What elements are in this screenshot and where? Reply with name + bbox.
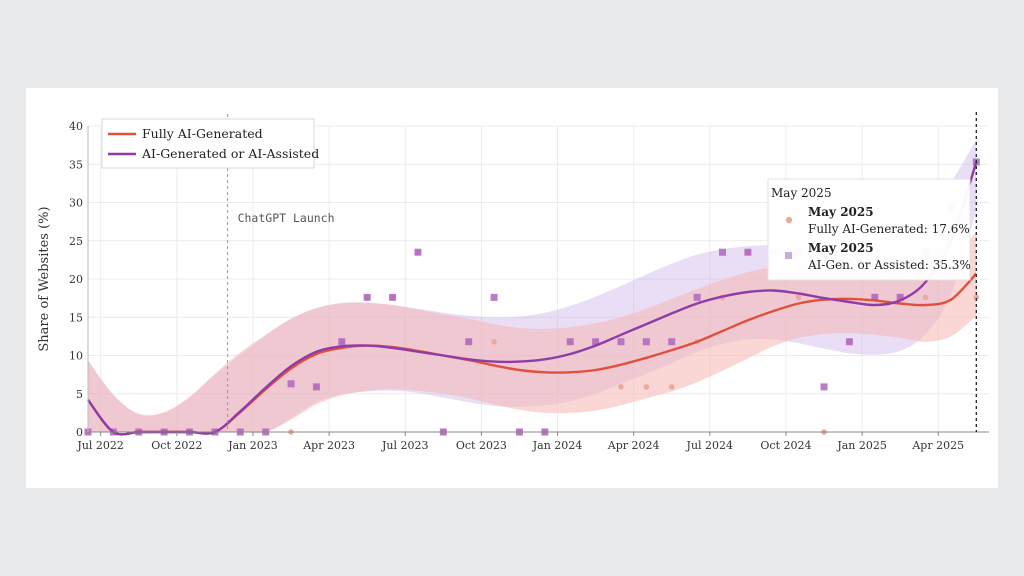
point-generated-21: [618, 384, 624, 390]
legend-label-generated: Fully AI-Generated: [142, 126, 263, 141]
y-tick-label-0: 0: [76, 426, 83, 439]
point-generated-16: [491, 338, 497, 345]
point-assisted-31: [871, 293, 879, 301]
share-of-websites-chart: 0 5 10 15 20 25 30 35 40 Jul 2022 Oct 2022 Jan 2023…: [37, 112, 989, 452]
point-assisted-30: [845, 338, 853, 346]
tooltip-value-assisted: AI-Gen. or Assisted: 35.3%: [807, 258, 971, 272]
chatgpt-launch-label: ChatGPT Launch: [238, 211, 335, 225]
legend[interactable]: Fully AI-Generated AI-Generated or AI-As…: [101, 118, 319, 169]
y-axis-title: Share of Websites (%): [37, 206, 52, 351]
y-tick-label-35: 35: [69, 158, 83, 171]
tooltip-header: May 2025: [771, 186, 832, 200]
trend-line-assisted: [87, 161, 978, 436]
point-assisted-13: [414, 248, 422, 256]
point-assisted-15: [465, 338, 473, 346]
legend-box: [101, 118, 315, 169]
legend-label-assisted: AI-Generated or AI-Assisted: [141, 146, 319, 161]
point-assisted-9: [312, 383, 320, 391]
point-assisted-26: [744, 248, 752, 256]
x-tick-label-3: Apr 2023: [302, 439, 355, 452]
point-assisted-10: [338, 338, 346, 346]
x-tick-label-0: Jul 2022: [76, 439, 124, 452]
tooltip-value-generated: Fully AI-Generated: 17.6%: [808, 222, 970, 236]
x-tick-label-11: Apr 2025: [911, 439, 964, 452]
point-assisted-16: [490, 293, 498, 301]
x-tick-label-10: Jan 2025: [836, 439, 887, 452]
confidence-bands: [88, 139, 977, 434]
y-tick-label-25: 25: [69, 235, 83, 248]
point-assisted-25: [719, 248, 727, 256]
x-tick-label-2: Jan 2023: [227, 439, 278, 452]
x-tick-label-5: Oct 2023: [456, 439, 507, 452]
y-tick-label-20: 20: [69, 273, 83, 286]
point-assisted-32: [896, 293, 904, 301]
point-assisted-8: [287, 380, 295, 388]
y-tick-label-15: 15: [69, 311, 83, 324]
chatgpt-launch-annotation: ChatGPT Launch: [227, 114, 335, 432]
point-assisted-20: [592, 338, 600, 346]
point-assisted-23: [668, 338, 676, 346]
point-generated-33: [922, 294, 929, 301]
chart-card: 0 5 10 15 20 25 30 35 40 Jul 2022 Oct 2022 Jan 2023…: [26, 88, 998, 488]
point-assisted-21: [617, 338, 625, 346]
y-tick-label-10: 10: [69, 350, 83, 363]
trend-lines: [87, 161, 978, 436]
point-generated-23: [668, 384, 675, 390]
tooltip-marker-generated: [785, 216, 793, 224]
x-tick-label-4: Jul 2023: [381, 439, 429, 452]
legend-item-generated[interactable]: Fully AI-Generated: [108, 126, 263, 141]
point-assisted-12: [389, 293, 397, 301]
axes: 0 5 10 15 20 25 30 35 40 Jul 2022 Oct 2022 Jan 2023…: [69, 120, 989, 452]
point-generated-28: [795, 294, 802, 301]
x-tick-label-7: Apr 2024: [607, 439, 660, 452]
legend-item-assisted[interactable]: AI-Generated or AI-Assisted: [108, 146, 319, 161]
x-tick-label-9: Oct 2024: [760, 439, 811, 452]
point-assisted-29: [820, 383, 828, 391]
point-generated-35: [973, 294, 980, 301]
x-tick-label-6: Jan 2024: [532, 439, 583, 452]
point-generated-22: [643, 384, 650, 390]
tooltip-box: [767, 178, 971, 281]
y-tick-label-40: 40: [69, 120, 83, 133]
tooltip-title-assisted: May 2025: [808, 241, 874, 255]
tooltip-title-generated: May 2025: [808, 205, 874, 219]
band-generated: [88, 231, 977, 433]
x-tick-label-1: Oct 2022: [151, 439, 202, 452]
x-tick-label-8: Jul 2024: [686, 439, 734, 452]
tooltip-marker-assisted: [785, 252, 792, 259]
point-assisted-11: [363, 293, 371, 301]
point-assisted-22: [642, 338, 650, 346]
y-tick-label-30: 30: [69, 197, 83, 210]
y-tick-label-5: 5: [76, 388, 83, 401]
point-assisted-24: [693, 293, 701, 301]
hover-tooltip: May 2025 May 2025 Fully AI-Generated: 17…: [767, 178, 971, 281]
point-assisted-19: [566, 338, 574, 346]
